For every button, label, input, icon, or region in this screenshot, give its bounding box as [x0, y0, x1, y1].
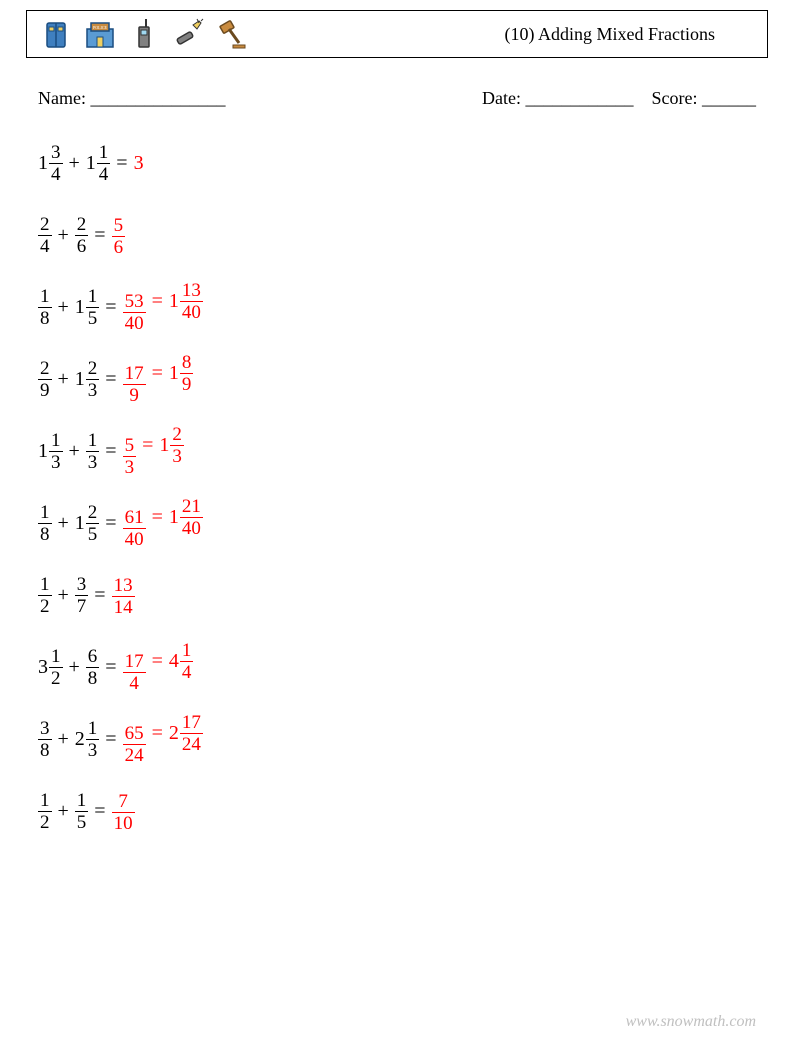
answer: 56 [112, 214, 126, 257]
header-box: POLICE (10) Adding Mixed Fractions [26, 10, 768, 58]
answer: 174=414 [123, 641, 194, 693]
operand-a: 29 [38, 359, 52, 400]
radio-icon [127, 17, 161, 51]
operand-a: 113 [38, 431, 63, 472]
problem-row: 12+37=1314 [38, 572, 203, 618]
flashlight-icon [171, 17, 205, 51]
operand-a: 12 [38, 575, 52, 616]
problem-row: 38+213=6524=21724 [38, 716, 203, 762]
answer: 6140=12140 [123, 497, 203, 549]
operand-a: 24 [38, 215, 52, 256]
problem-row: 24+26=56 [38, 212, 203, 258]
date-field: Date: ____________ [482, 88, 633, 109]
problem-row: 312+68=174=414 [38, 644, 203, 690]
police-station-icon: POLICE [83, 17, 117, 51]
problem-row: 134+114=3 [38, 140, 203, 186]
operand-b: 13 [86, 431, 100, 472]
problem-row: 113+13=53=123 [38, 428, 203, 474]
footer-watermark: www.snowmath.com [626, 1013, 756, 1031]
operand-b: 68 [86, 647, 100, 688]
operand-a: 18 [38, 503, 52, 544]
problem-row: 18+125=6140=12140 [38, 500, 203, 546]
gavel-icon [215, 17, 249, 51]
vest-icon [39, 17, 73, 51]
problem-row: 18+115=5340=11340 [38, 284, 203, 330]
header-icons: POLICE [39, 17, 249, 51]
svg-text:POLICE: POLICE [93, 25, 108, 30]
problems-list: 134+114=3 24+26=56 18+115=5340=11340 29+123… [38, 140, 203, 834]
operand-b: 15 [75, 791, 89, 832]
problem-row: 29+123=179=189 [38, 356, 203, 402]
operand-a: 12 [38, 791, 52, 832]
worksheet-title: (10) Adding Mixed Fractions [505, 24, 755, 45]
operand-b: 115 [75, 287, 100, 328]
operand-b: 26 [75, 215, 89, 256]
operand-a: 18 [38, 287, 52, 328]
operand-a: 312 [38, 647, 63, 688]
answer: 710 [112, 790, 135, 833]
operand-b: 123 [75, 359, 100, 400]
operand-b: 213 [75, 719, 100, 760]
answer: 3 [134, 152, 145, 175]
info-row: Name: _______________ Date: ____________… [38, 88, 756, 109]
answer: 6524=21724 [123, 713, 203, 765]
name-field: Name: _______________ [38, 88, 225, 109]
operand-b: 37 [75, 575, 89, 616]
operand-a: 134 [38, 143, 63, 184]
score-field: Score: ______ [652, 88, 756, 109]
answer: 53=123 [123, 425, 184, 477]
answer: 179=189 [123, 353, 194, 405]
operand-b: 125 [75, 503, 100, 544]
operand-b: 114 [86, 143, 111, 184]
answer: 5340=11340 [123, 281, 203, 333]
answer: 1314 [112, 574, 135, 617]
problem-row: 12+15=710 [38, 788, 203, 834]
operand-a: 38 [38, 719, 52, 760]
